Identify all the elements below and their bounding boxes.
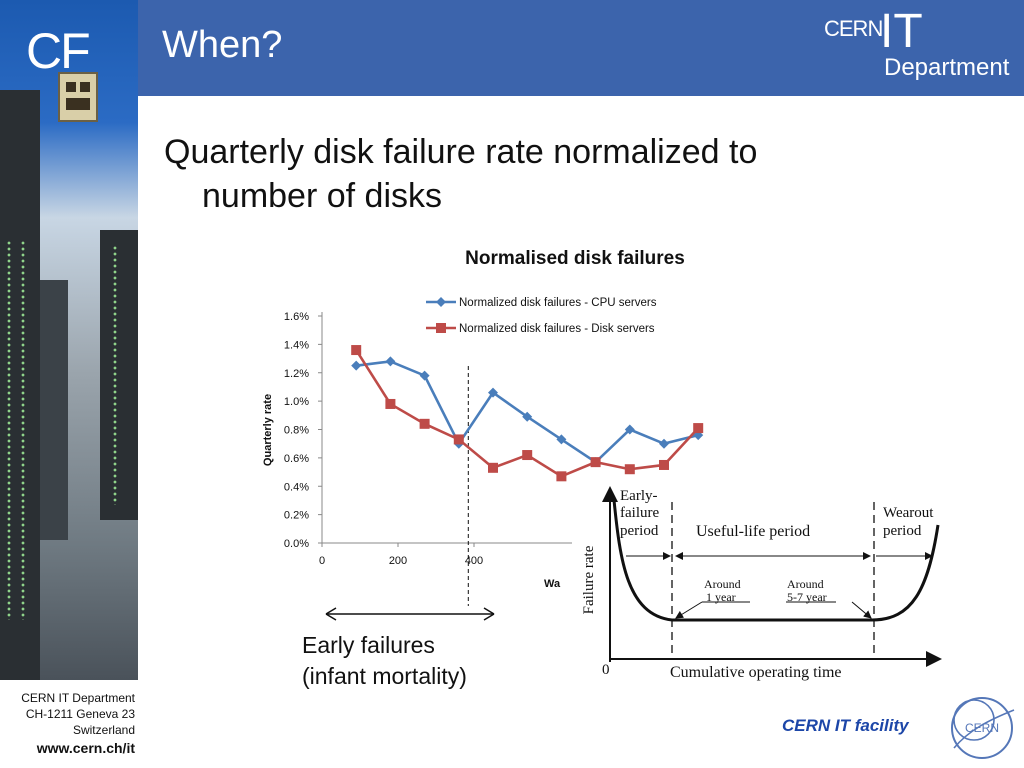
origin-label: 0: [602, 662, 610, 678]
slide-title: When?: [162, 24, 283, 66]
slide-header: When? CERN IT Department: [138, 0, 1024, 96]
y-tick-label: 1.2%: [284, 368, 309, 380]
y-tick-label: 0.4%: [284, 481, 309, 493]
legend-label: Normalized disk failures - Disk servers: [459, 323, 655, 335]
bathtub-svg: Early- failure period Useful-life period…: [581, 486, 942, 681]
brand-cern: CERN: [824, 16, 883, 41]
footer-url: www.cern.ch/it: [36, 740, 135, 756]
footer-address: CERN IT Department CH-1211 Geneva 23 Swi…: [0, 690, 135, 756]
legend-label: Normalized disk failures - CPU servers: [459, 297, 657, 309]
data-point: [351, 360, 362, 371]
y-tick-label: 0.0%: [284, 538, 309, 550]
footer-dept: CERN IT Department: [21, 691, 135, 705]
data-point: [556, 471, 567, 482]
data-point: [453, 434, 464, 445]
server-rack: [100, 230, 138, 520]
x-axis-label: Wa: [544, 578, 561, 590]
data-point: [659, 438, 669, 449]
y-tick-label: 1.4%: [284, 339, 309, 351]
data-point: [385, 356, 396, 367]
wearout-label: period: [883, 523, 922, 539]
footer-country: Switzerland: [72, 723, 135, 737]
data-point: [488, 387, 498, 398]
data-point: [522, 450, 533, 461]
brand-it: IT: [880, 5, 923, 58]
early-label: period: [620, 523, 659, 539]
data-point: [659, 459, 669, 470]
annotation-line: (infant mortality): [302, 663, 467, 689]
x-tick-label: 200: [389, 555, 407, 567]
y-tick-label: 1.6%: [284, 311, 309, 323]
chart-svg: Normalised disk failures Quarterly rate …: [262, 248, 704, 606]
server-leds: [6, 240, 12, 620]
around-label: Around: [704, 577, 741, 591]
x-tick-label: 0: [319, 555, 325, 567]
legend-marker: [436, 297, 446, 307]
around-label: 5-7 year: [787, 590, 827, 604]
wearout-label: Wearout: [883, 505, 934, 521]
y-tick-label: 0.6%: [284, 453, 309, 465]
cern-it-brand: CERN IT Department: [824, 5, 1014, 84]
data-point: [693, 423, 704, 434]
legend-marker: [436, 323, 446, 333]
early-failures-annotation: Early failures (infant mortality): [302, 630, 467, 692]
early-failures-arrow: [325, 607, 495, 621]
annotation-line: Early failures: [302, 632, 435, 658]
data-point: [693, 430, 704, 441]
server-leds: [20, 240, 26, 620]
data-point: [590, 457, 601, 468]
data-point: [624, 464, 635, 475]
wall-picture: [58, 72, 98, 122]
cern-logo-icon: CERN: [951, 697, 1015, 759]
failure-rate-label: Failure rate: [581, 545, 597, 614]
server-rack: [40, 280, 68, 540]
disk-failure-chart: Normalised disk failures Quarterly rate …: [240, 240, 710, 610]
data-point: [556, 434, 567, 445]
around-label: Around: [787, 577, 824, 591]
cern-logo-text: CERN: [965, 721, 999, 735]
early-label: failure: [620, 505, 659, 521]
data-point: [419, 418, 430, 429]
bullet-text: Quarterly disk failure rate normalized t…: [164, 130, 924, 218]
data-point: [351, 345, 362, 356]
data-point: [488, 462, 498, 473]
facility-label: CERN IT facility: [782, 716, 909, 735]
server-leds: [112, 245, 118, 505]
sidebar-photo: CF: [0, 0, 138, 680]
x-tick-label: 400: [465, 555, 483, 567]
y-axis-label: Quarterly rate: [262, 394, 274, 466]
around-label: 1 year: [706, 590, 736, 604]
chart-title: Normalised disk failures: [465, 248, 685, 269]
brand-department: Department: [884, 54, 1010, 81]
data-point: [624, 424, 635, 435]
footer-street: CH-1211 Geneva 23: [25, 707, 135, 721]
around1-pointer: [675, 601, 703, 619]
operating-time-label: Cumulative operating time: [670, 664, 842, 681]
data-point: [385, 398, 396, 409]
y-tick-label: 0.2%: [284, 510, 309, 522]
bullet-line: number of disks: [202, 177, 442, 215]
data-point: [419, 370, 430, 381]
bullet-line: Quarterly disk failure rate normalized t…: [164, 133, 758, 171]
useful-life-label: Useful-life period: [696, 523, 810, 540]
bathtub-curve-inset: Early- failure period Useful-life period…: [572, 480, 956, 685]
y-tick-label: 1.0%: [284, 396, 309, 408]
cf-logo: CF: [26, 23, 91, 79]
data-point: [522, 411, 533, 422]
around2-pointer: [851, 601, 872, 619]
y-tick-label: 0.8%: [284, 425, 309, 437]
early-label: Early-: [620, 488, 657, 504]
